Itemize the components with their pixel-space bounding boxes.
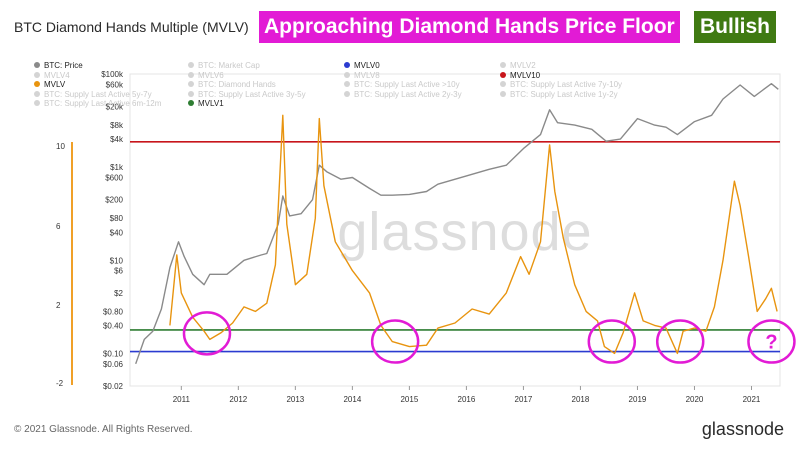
x-tick-label: 2016 [458,395,476,404]
price-tick-label: $8k [110,121,124,130]
verdict-badge: Bullish [694,11,777,43]
price-tick-label: $0.40 [103,321,124,330]
price-tick-label: $80 [110,214,124,223]
glassnode-logo: glassnode [701,419,784,439]
series-line-btc-price [135,82,779,365]
left-tick-label: 2 [56,301,61,310]
x-tick-label: 2014 [343,395,361,404]
price-tick-label: $1k [110,163,124,172]
left-tick-label: 10 [56,142,65,151]
highlight-circle [182,311,232,356]
question-circle [747,319,796,364]
watermark: glassnode [337,202,592,262]
left-tick-label: -2 [56,379,64,388]
x-tick-label: 2012 [229,395,247,404]
x-tick-label: 2015 [400,395,418,404]
chart-title: BTC Diamond Hands Multiple (MVLV) [14,19,249,35]
x-tick-label: 2017 [515,395,533,404]
price-tick-label: $6 [114,267,123,276]
price-tick-label: $0.10 [103,349,124,358]
price-tick-label: $20k [106,103,124,112]
copyright-text: © 2021 Glassnode. All Rights Reserved. [14,424,193,435]
question-mark: ? [765,332,777,354]
price-tick-label: $4k [110,135,124,144]
price-tick-label: $2 [114,289,123,298]
series-line-mvlv [169,114,778,355]
highlight-circle [370,319,420,364]
price-tick-label: $40 [110,228,124,237]
x-tick-label: 2021 [743,395,761,404]
price-tick-label: $0.06 [103,360,124,369]
x-tick-label: 2018 [572,395,590,404]
x-tick-label: 2013 [286,395,304,404]
highlight-circle [587,319,637,364]
left-tick-label: 6 [56,222,61,231]
price-tick-label: $60k [106,80,124,89]
headline-badge: Approaching Diamond Hands Price Floor [259,11,680,43]
x-tick-label: 2020 [686,395,704,404]
price-tick-label: $0.80 [103,307,124,316]
highlight-circle [655,319,705,364]
price-tick-label: $600 [105,173,123,182]
price-tick-label: $0.02 [103,382,124,391]
price-tick-label: $10 [110,256,124,265]
x-tick-label: 2019 [629,395,647,404]
x-tick-label: 2011 [173,395,191,404]
price-tick-label: $200 [105,196,123,205]
price-tick-label: $100k [101,70,124,79]
plot-frame [129,73,781,387]
